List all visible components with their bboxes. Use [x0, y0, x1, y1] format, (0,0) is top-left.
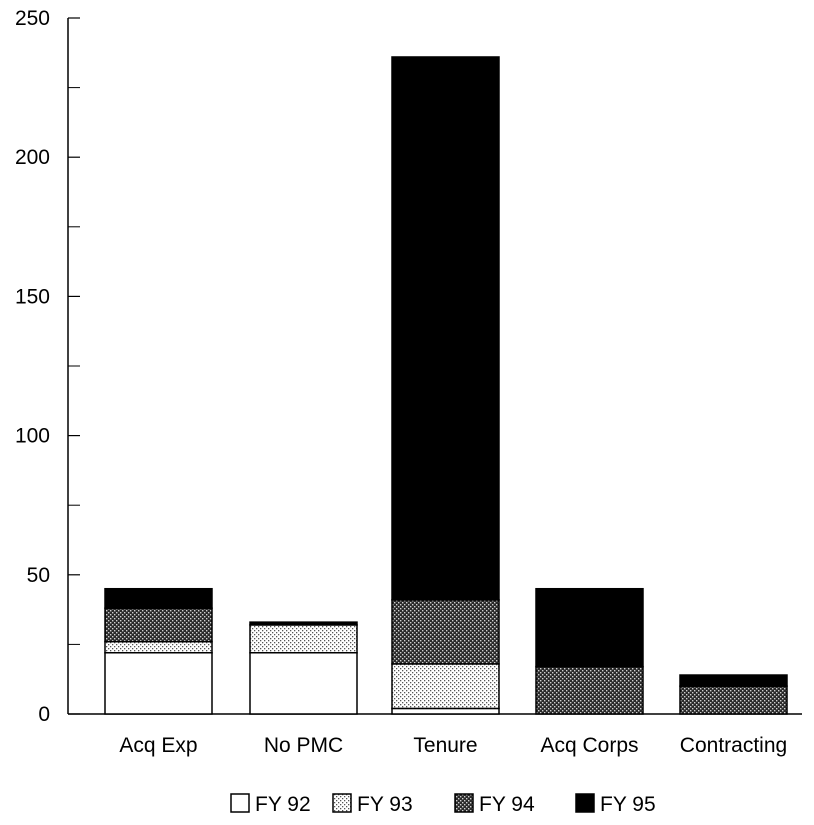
category-label: Tenure [413, 734, 477, 757]
bar-segment-fy-95 [679, 674, 788, 687]
legend-swatch-fy-93 [332, 793, 352, 813]
legend-swatch-fy-92 [230, 793, 250, 813]
legend-label: FY 94 [479, 793, 535, 816]
y-tick-label: 150 [15, 285, 50, 308]
bar-segment-fy-95 [535, 587, 644, 668]
y-tick-label: 0 [38, 703, 50, 726]
y-tick-label: 50 [27, 564, 50, 587]
bar-segment-fy-94 [679, 685, 788, 715]
legend-label: FY 93 [357, 793, 413, 816]
bar-segment-fy-95 [391, 56, 500, 601]
legend-label: FY 92 [255, 793, 311, 816]
category-label: No PMC [264, 734, 343, 757]
bar-segment-fy-93 [391, 663, 500, 710]
bar-segment-fy-95 [249, 621, 358, 626]
y-tick-label: 200 [15, 146, 50, 169]
bar-segment-fy-92 [249, 652, 358, 715]
legend-swatch-fy-95 [575, 793, 595, 813]
bars [104, 56, 788, 715]
bar-segment-fy-92 [104, 652, 213, 715]
legend-label: FY 95 [600, 793, 656, 816]
category-label: Acq Exp [119, 734, 197, 757]
bar-segment-fy-94 [391, 599, 500, 665]
bar-segment-fy-93 [104, 640, 213, 654]
bar-segment-fy-94 [535, 665, 644, 715]
legend: FY 92 FY 93 FY 94 FY 95 [230, 793, 656, 816]
bar-segment-fy-92 [391, 707, 500, 715]
category-label: Contracting [680, 734, 787, 757]
category-label: Acq Corps [540, 734, 638, 757]
legend-swatch-fy-94 [454, 793, 474, 813]
bar-segment-fy-95 [104, 587, 213, 609]
bar-segment-fy-94 [104, 607, 213, 643]
bar-segment-fy-93 [249, 624, 358, 654]
y-tick-label: 250 [15, 7, 50, 30]
category-labels: Acq Exp No PMC Tenure Acq Corps Contracting [119, 734, 787, 757]
y-tick-label: 100 [15, 425, 50, 448]
